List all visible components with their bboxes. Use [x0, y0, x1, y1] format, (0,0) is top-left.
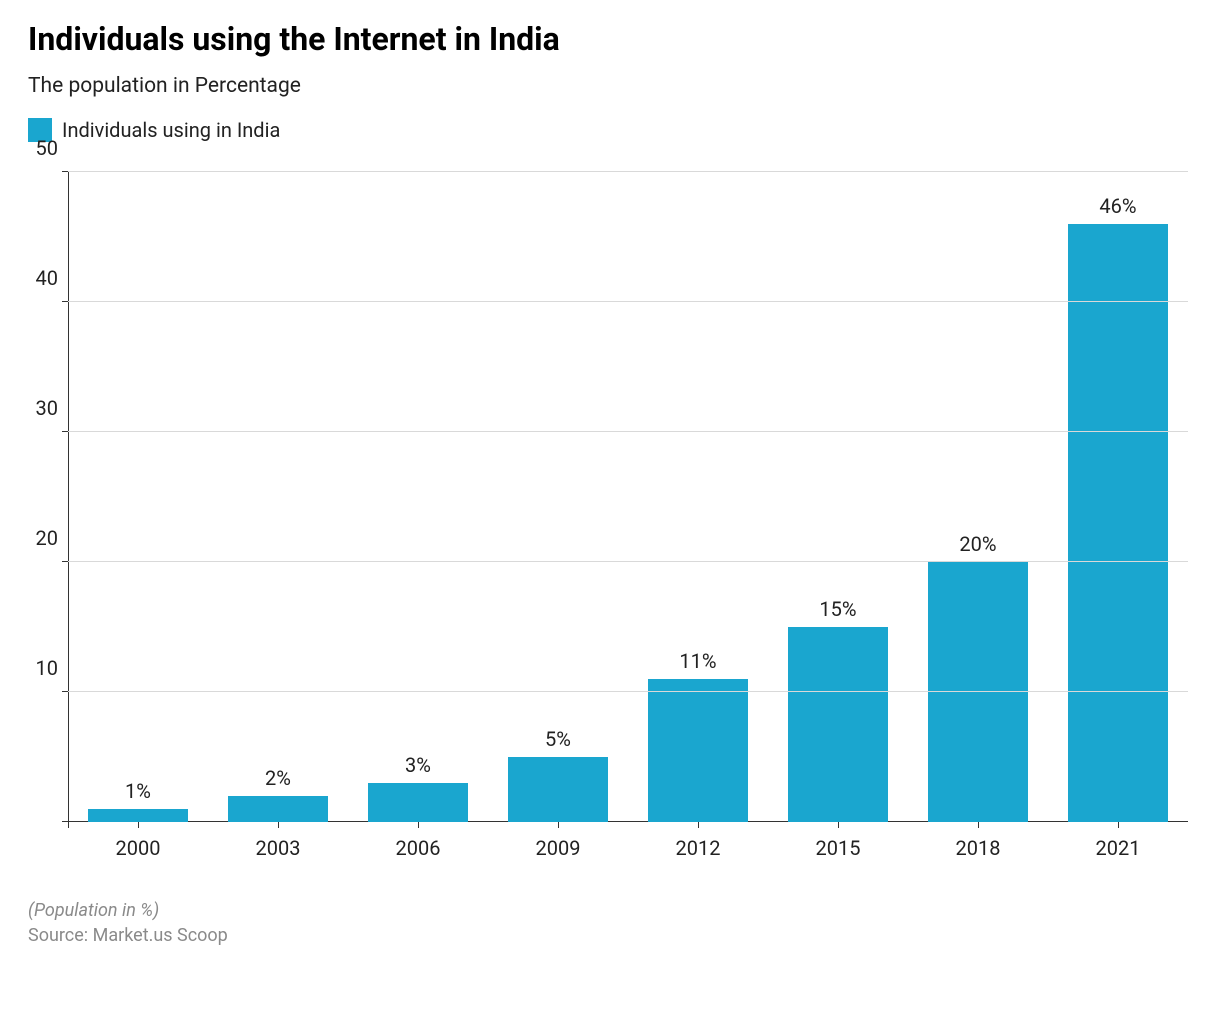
- x-tick: [138, 822, 139, 828]
- y-tick-label: 50: [36, 136, 58, 160]
- bar-value-label: 5%: [545, 727, 571, 751]
- legend-label: Individuals using in India: [62, 118, 280, 142]
- bar: [648, 679, 749, 822]
- x-tick-label: 2009: [536, 836, 581, 860]
- x-tick: [278, 822, 279, 828]
- x-tick: [698, 822, 699, 828]
- x-tick: [1118, 822, 1119, 828]
- bar-slot: 1%: [68, 172, 208, 822]
- bar-slot: 46%: [1048, 172, 1188, 822]
- y-tick: [62, 821, 68, 822]
- bar: [508, 757, 609, 822]
- x-tick-label: 2015: [816, 836, 861, 860]
- bar-value-label: 3%: [405, 753, 431, 777]
- x-tick-label: 2021: [1096, 836, 1141, 860]
- bar-slot: 11%: [628, 172, 768, 822]
- gridline: [68, 171, 1188, 172]
- y-tick: [62, 691, 68, 692]
- gridline: [68, 301, 1188, 302]
- source-text: Source: Market.us Scoop: [28, 925, 1192, 946]
- y-tick-label: 40: [36, 266, 58, 290]
- bar: [228, 796, 329, 822]
- y-tick: [62, 431, 68, 432]
- bars-container: 1% 2% 3% 5% 11% 15% 20% 46%: [68, 172, 1188, 822]
- y-tick: [62, 561, 68, 562]
- bar-chart: 1%2%3%5%11%15%20%46% 1020304050200020032…: [28, 172, 1192, 872]
- x-tick-label: 2000: [116, 836, 161, 860]
- bar: [788, 627, 889, 822]
- bar-slot: 5%: [488, 172, 628, 822]
- x-tick-label: 2006: [396, 836, 441, 860]
- y-tick: [62, 301, 68, 302]
- x-tick: [418, 822, 419, 828]
- gridline: [68, 691, 1188, 692]
- chart-subtitle: The population in Percentage: [28, 74, 1192, 98]
- footnote: (Population in %): [28, 900, 1192, 921]
- x-tick: [838, 822, 839, 828]
- bar-value-label: 20%: [959, 532, 996, 556]
- gridline: [68, 561, 1188, 562]
- bar: [928, 562, 1029, 822]
- plot-area: 1%2%3%5%11%15%20%46% 1020304050200020032…: [68, 172, 1188, 822]
- bar-value-label: 11%: [679, 649, 716, 673]
- bar-value-label: 1%: [125, 779, 151, 803]
- x-tick-label: 2003: [256, 836, 301, 860]
- y-tick: [62, 171, 68, 172]
- x-tick: [978, 822, 979, 828]
- x-tick-label: 2018: [956, 836, 1001, 860]
- x-tick-label: 2012: [676, 836, 721, 860]
- bar: [1068, 224, 1169, 822]
- bar-slot: 15%: [768, 172, 908, 822]
- y-tick-label: 20: [36, 526, 58, 550]
- bar-slot: 3%: [348, 172, 488, 822]
- gridline: [68, 431, 1188, 432]
- bar-value-label: 46%: [1099, 194, 1136, 218]
- chart-title: Individuals using the Internet in India: [28, 20, 1192, 58]
- bar-value-label: 15%: [819, 597, 856, 621]
- bar: [368, 783, 469, 822]
- y-tick-label: 10: [36, 656, 58, 680]
- x-tick: [558, 822, 559, 828]
- bar-value-label: 2%: [265, 766, 291, 790]
- bar-slot: 20%: [908, 172, 1048, 822]
- bar-slot: 2%: [208, 172, 348, 822]
- legend: Individuals using in India: [28, 118, 1192, 142]
- y-tick-label: 30: [36, 396, 58, 420]
- bar: [88, 809, 189, 822]
